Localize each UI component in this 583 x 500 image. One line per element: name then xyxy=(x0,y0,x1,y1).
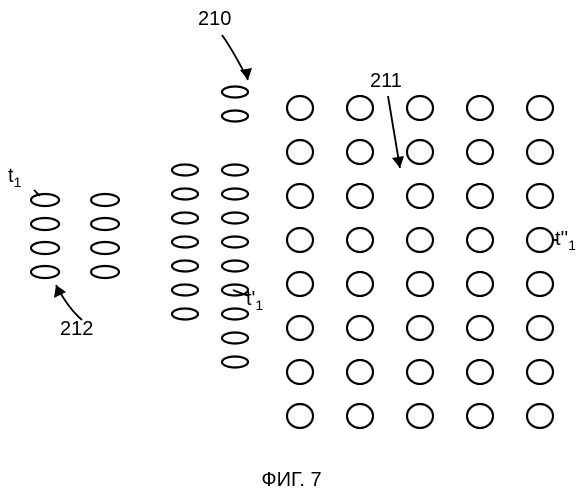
grid-dot xyxy=(222,165,248,176)
grid-dot xyxy=(222,87,248,98)
label-ref-t1p: t'1 xyxy=(246,288,263,313)
label-ref-211: 211 xyxy=(370,70,402,93)
figure-canvas: 210 211 212 t1 t'1 t''1 ФИГ. 7 xyxy=(0,0,583,500)
grid-dot xyxy=(407,140,433,164)
grid-dot xyxy=(91,266,119,278)
grid-dot xyxy=(527,360,553,384)
grid-dot xyxy=(407,404,433,428)
grid-dot xyxy=(467,96,493,120)
grid-dot xyxy=(287,228,313,252)
grid-dot xyxy=(222,237,248,248)
grid-dot xyxy=(527,96,553,120)
grid-dot xyxy=(407,184,433,208)
grid-dot xyxy=(527,316,553,340)
grid-dot xyxy=(172,261,198,272)
grid-dot xyxy=(91,242,119,254)
grid-dot xyxy=(287,184,313,208)
grid-dot xyxy=(91,218,119,230)
grid-dot xyxy=(91,194,119,206)
grid-dot xyxy=(287,96,313,120)
grid-dot xyxy=(172,189,198,200)
grid-dot xyxy=(527,140,553,164)
grid-dot xyxy=(407,316,433,340)
grid-dot xyxy=(287,404,313,428)
grid-dot xyxy=(347,360,373,384)
grid-dot xyxy=(31,194,59,206)
grid-dot xyxy=(222,333,248,344)
figure-caption: ФИГ. 7 xyxy=(261,469,321,492)
grid-dot xyxy=(347,96,373,120)
label-ref-212: 212 xyxy=(60,318,93,341)
grid-dot xyxy=(172,165,198,176)
grid-dot xyxy=(222,357,248,368)
grid-dot xyxy=(172,213,198,224)
grid-dot xyxy=(347,140,373,164)
grid-dot xyxy=(222,189,248,200)
grid-dot xyxy=(287,316,313,340)
diagram-svg xyxy=(0,0,583,500)
grid-dot xyxy=(222,213,248,224)
grid-dot xyxy=(407,360,433,384)
grid-dot xyxy=(527,272,553,296)
grid-dot xyxy=(287,140,313,164)
grid-dot xyxy=(31,218,59,230)
grid-dot xyxy=(347,272,373,296)
grid-dot xyxy=(527,404,553,428)
grid-dot xyxy=(347,404,373,428)
grid-dot xyxy=(31,266,59,278)
grid-dot xyxy=(347,316,373,340)
grid-dot xyxy=(287,272,313,296)
grid-dot xyxy=(222,111,248,122)
grid-dot xyxy=(467,184,493,208)
grid-dot xyxy=(172,309,198,320)
grid-dot xyxy=(172,285,198,296)
grid-dot xyxy=(222,261,248,272)
grid-dot xyxy=(347,228,373,252)
grid-dot xyxy=(407,96,433,120)
grid-dot xyxy=(467,228,493,252)
arrowhead xyxy=(392,156,404,168)
grid-dot xyxy=(31,242,59,254)
grid-dot xyxy=(467,316,493,340)
grid-dot xyxy=(407,228,433,252)
grid-dot xyxy=(467,404,493,428)
grid-dot xyxy=(467,140,493,164)
grid-dot xyxy=(407,272,433,296)
grid-dot xyxy=(527,184,553,208)
arrowhead xyxy=(240,68,252,80)
label-ref-210: 210 xyxy=(198,8,231,31)
label-ref-t1pp: t''1 xyxy=(555,228,576,253)
label-ref-t1: t1 xyxy=(8,165,21,190)
grid-dot xyxy=(527,228,553,252)
grid-dot xyxy=(222,309,248,320)
grid-dot xyxy=(287,360,313,384)
grid-dot xyxy=(172,237,198,248)
grid-dot xyxy=(467,272,493,296)
grid-dot xyxy=(467,360,493,384)
grid-dot xyxy=(347,184,373,208)
arrowhead xyxy=(54,285,66,298)
